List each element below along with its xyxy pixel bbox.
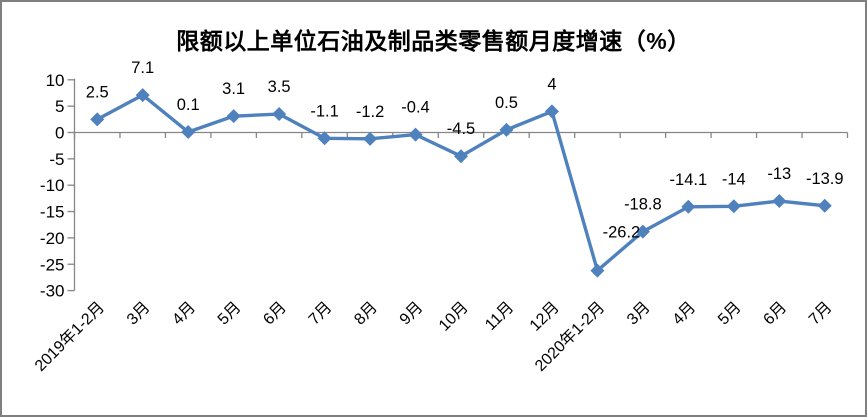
data-point-marker bbox=[363, 131, 378, 146]
data-point-label: -13 bbox=[767, 165, 791, 183]
x-tick-label: 9月 bbox=[397, 299, 427, 329]
x-tick-label: 6月 bbox=[760, 299, 790, 329]
data-point-label: -1.1 bbox=[310, 102, 338, 120]
x-tick-label: 11月 bbox=[482, 299, 517, 334]
chart-title: 限额以上单位石油及制品类零售额月度增速（%） bbox=[176, 28, 691, 54]
data-point-label: 0.5 bbox=[495, 94, 518, 112]
data-point-label: 4 bbox=[547, 75, 556, 93]
x-tick-label: 6月 bbox=[260, 299, 290, 329]
data-point-label: -14.1 bbox=[670, 171, 708, 189]
data-point-marker bbox=[226, 109, 241, 124]
data-point-label: 7.1 bbox=[131, 59, 154, 77]
data-point-label: -4.5 bbox=[447, 120, 475, 138]
x-tick-label: 2019年1-2月 bbox=[31, 298, 108, 375]
x-tick-label: 4月 bbox=[169, 299, 199, 329]
data-point-marker bbox=[635, 224, 650, 239]
data-point-marker bbox=[590, 263, 605, 278]
data-point-label: -26.2 bbox=[603, 224, 641, 242]
x-tick-label: 5月 bbox=[215, 299, 245, 329]
y-tick-label: -25 bbox=[40, 255, 65, 274]
x-tick-label: 3月 bbox=[124, 299, 154, 329]
data-point-label: 2.5 bbox=[86, 83, 109, 101]
y-tick-label: -30 bbox=[40, 282, 65, 301]
data-point-marker bbox=[272, 107, 287, 122]
x-tick-label: 7月 bbox=[306, 299, 336, 329]
x-tick-label: 4月 bbox=[670, 299, 700, 329]
data-point-label: -14 bbox=[722, 170, 746, 188]
data-point-marker bbox=[454, 149, 468, 164]
data-point-label: -18.8 bbox=[624, 196, 662, 214]
x-tick-label: 5月 bbox=[715, 299, 745, 329]
x-tick-label: 12月 bbox=[527, 299, 563, 335]
y-tick-label: 10 bbox=[46, 71, 65, 90]
data-point-marker bbox=[772, 194, 787, 209]
y-tick-label: 5 bbox=[55, 97, 64, 116]
data-point-marker bbox=[408, 127, 423, 142]
x-tick-label: 7月 bbox=[806, 299, 836, 329]
data-point-marker bbox=[317, 131, 332, 146]
data-point-marker bbox=[726, 199, 741, 214]
x-tick-label: 3月 bbox=[624, 299, 654, 329]
y-tick-label: -5 bbox=[49, 150, 64, 169]
data-point-marker bbox=[135, 88, 150, 103]
y-tick-label: 0 bbox=[55, 124, 64, 143]
data-point-marker bbox=[681, 199, 696, 214]
x-tick-label: 10月 bbox=[436, 299, 472, 335]
data-point-label: -13.9 bbox=[806, 170, 844, 188]
x-tick-label: 8月 bbox=[351, 299, 381, 329]
data-point-marker bbox=[90, 112, 105, 127]
data-point-label: 3.5 bbox=[268, 78, 291, 96]
y-tick-label: -20 bbox=[40, 229, 65, 248]
data-point-marker bbox=[544, 104, 559, 119]
data-point-label: 3.1 bbox=[222, 80, 245, 98]
data-point-marker bbox=[817, 198, 832, 213]
data-point-label: 0.1 bbox=[177, 96, 200, 114]
y-tick-label: -10 bbox=[40, 176, 65, 195]
y-tick-label: -15 bbox=[40, 203, 65, 222]
data-point-marker bbox=[499, 122, 514, 137]
data-point-label: -0.4 bbox=[401, 99, 429, 117]
data-point-label: -1.2 bbox=[356, 103, 384, 121]
data-point-marker bbox=[181, 124, 196, 139]
